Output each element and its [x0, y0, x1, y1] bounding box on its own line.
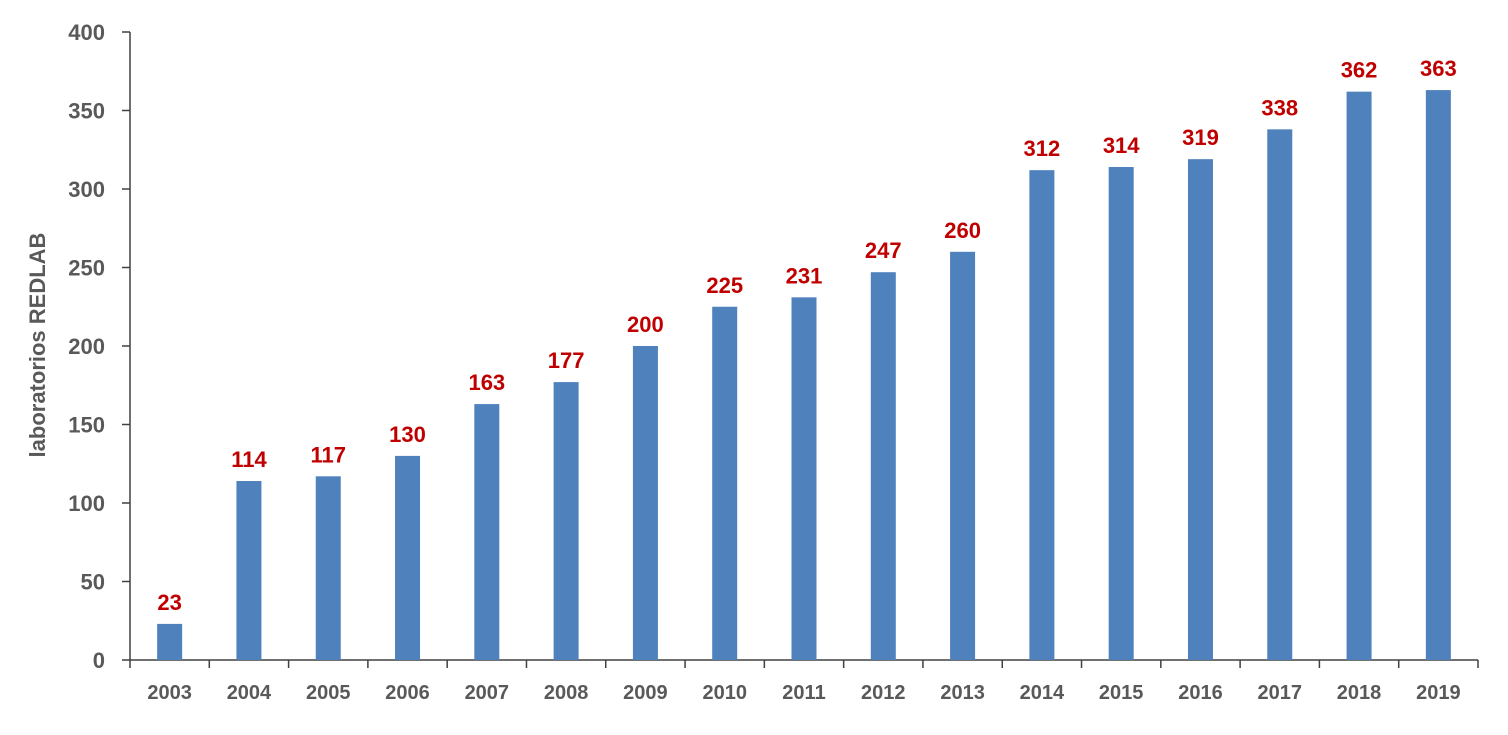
y-tick-label: 200	[68, 334, 105, 359]
y-tick-label: 350	[68, 99, 105, 124]
bar	[474, 404, 500, 660]
data-label: 225	[706, 273, 743, 298]
x-tick-label: 2014	[1020, 682, 1065, 704]
data-labels: 23 114 117 130 163 177 200 225 231 247 260 312 314 31…	[157, 56, 1456, 615]
data-label: 200	[627, 312, 664, 337]
data-label: 130	[389, 422, 426, 447]
bars	[157, 90, 1451, 661]
x-tick-label: 2010	[702, 682, 747, 704]
x-tick-label: 2011	[782, 682, 825, 704]
x-tick-label: 2015	[1099, 682, 1144, 704]
data-label: 312	[1024, 136, 1061, 161]
x-tick-label: 2005	[306, 682, 351, 704]
x-tick-label: 2004	[227, 682, 272, 704]
data-label: 114	[231, 447, 267, 472]
bar	[315, 476, 341, 660]
bar	[950, 251, 976, 661]
x-tick-label: 2016	[1178, 682, 1223, 704]
data-label: 23	[157, 590, 181, 615]
y-tick-label: 50	[81, 570, 105, 595]
y-tick-label: 400	[68, 20, 105, 45]
x-tick-label: 2007	[465, 682, 510, 704]
x-tick-labels: 2003 2004 2005 2006 2007 2008 2009 2010 2011 2012…	[147, 682, 1460, 704]
data-label: 163	[468, 370, 505, 395]
x-tick-label: 2013	[940, 682, 985, 704]
x-tick-label: 2003	[147, 682, 192, 704]
x-tick-label: 2009	[623, 682, 668, 704]
data-label: 314	[1103, 133, 1140, 158]
data-label: 338	[1261, 95, 1298, 120]
data-label: 177	[548, 348, 585, 373]
x-tick-label: 2008	[544, 682, 589, 704]
data-label: 319	[1182, 125, 1219, 150]
y-tick-label: 300	[68, 177, 105, 202]
y-tick-labels: 0 50 100 150 200 250 300 350 400	[68, 20, 105, 673]
data-label: 247	[865, 238, 902, 263]
y-tick-label: 150	[68, 413, 105, 438]
bar	[1108, 167, 1134, 660]
bar	[632, 346, 658, 660]
x-tick-label: 2017	[1258, 682, 1303, 704]
bar	[236, 481, 262, 660]
data-label: 260	[944, 218, 981, 243]
bar	[1187, 159, 1213, 661]
data-label: 363	[1420, 56, 1457, 81]
bar	[1346, 91, 1372, 660]
bar	[870, 272, 896, 660]
bar	[791, 297, 817, 660]
x-tick-label: 2018	[1337, 682, 1382, 704]
bar	[712, 306, 738, 660]
bar	[1425, 90, 1451, 661]
bar	[395, 455, 421, 660]
data-label: 362	[1341, 58, 1378, 83]
y-tick-label: 100	[68, 491, 105, 516]
bar	[553, 382, 579, 660]
bar	[1029, 170, 1055, 660]
x-tick-label: 2019	[1416, 682, 1461, 704]
x-tick-label: 2012	[861, 682, 906, 704]
y-tick-label: 250	[68, 256, 105, 281]
y-tick-label: 0	[93, 648, 105, 673]
data-label: 117	[310, 442, 346, 467]
bar	[1267, 129, 1293, 661]
x-tick-label: 2006	[385, 682, 430, 704]
data-label: 231	[786, 263, 823, 288]
bar	[157, 623, 183, 660]
